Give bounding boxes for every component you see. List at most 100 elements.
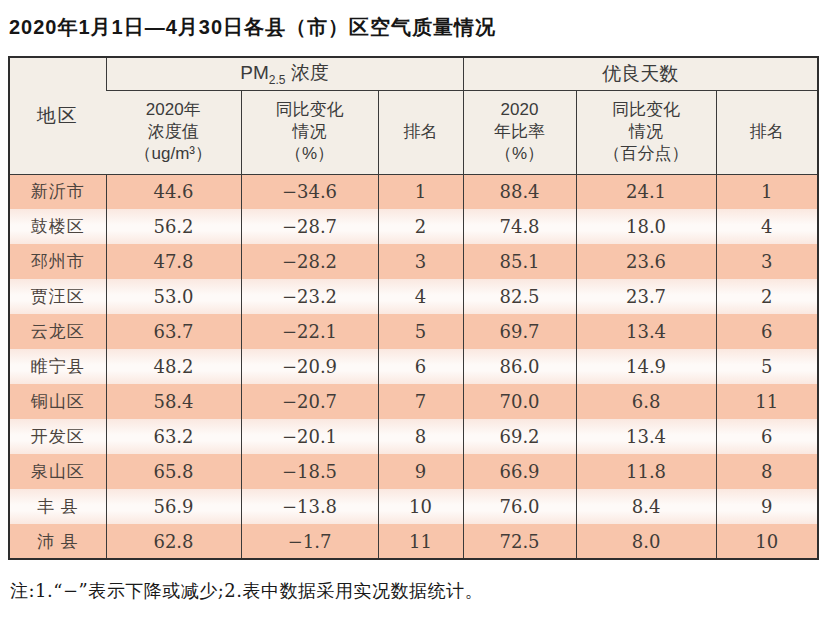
header-region: 地区 — [9, 57, 106, 174]
cell-good-rank: 6 — [716, 419, 818, 454]
cell-pm-rank: 10 — [378, 489, 463, 524]
cell-good-ratio: 85.1 — [463, 244, 576, 279]
cell-good-rank: 8 — [716, 454, 818, 489]
header-pm-change: 同比变化 情况 （%） — [241, 90, 378, 174]
cell-pm-rank: 11 — [378, 524, 463, 559]
cell-good-rank: 6 — [716, 314, 818, 349]
cell-pm-rank: 1 — [378, 174, 463, 209]
cell-pm-value: 63.7 — [106, 314, 241, 349]
cell-pm-value: 58.4 — [106, 384, 241, 419]
cell-good-rank: 3 — [716, 244, 818, 279]
page: 2020年1月1日—4月30日各县（市）区空气质量情况 地区 PM2.5 浓度 … — [0, 0, 825, 620]
cell-good-ratio: 86.0 — [463, 349, 576, 384]
cell-pm-rank: 2 — [378, 209, 463, 244]
cell-pm-rank: 3 — [378, 244, 463, 279]
table-row: 泉山区65.8−18.5966.911.88 — [9, 454, 818, 489]
cell-good-rank: 10 — [716, 524, 818, 559]
cell-pm-value: 48.2 — [106, 349, 241, 384]
footnote: 注:1.“−”表示下降或减少;2.表中数据采用实况数据统计。 — [10, 579, 817, 603]
cell-pm-change: −13.8 — [241, 489, 378, 524]
table-row: 沛 县62.8−1.71172.58.010 — [9, 524, 818, 559]
cell-good-ratio: 66.9 — [463, 454, 576, 489]
cell-region: 新沂市 — [9, 174, 106, 209]
cell-region: 开发区 — [9, 419, 106, 454]
cell-region: 睢宁县 — [9, 349, 106, 384]
table-row: 新沂市44.6−34.6188.424.11 — [9, 174, 818, 209]
cell-pm-change: −23.2 — [241, 279, 378, 314]
cell-pm-rank: 5 — [378, 314, 463, 349]
cell-pm-rank: 6 — [378, 349, 463, 384]
table-row: 邳州市47.8−28.2385.123.63 — [9, 244, 818, 279]
air-quality-table: 地区 PM2.5 浓度 优良天数 2020年 浓度值 （ug/m³） 同比变化 … — [8, 56, 819, 560]
cell-good-rank: 1 — [716, 174, 818, 209]
cell-pm-change: −1.7 — [241, 524, 378, 559]
table-row: 开发区63.2−20.1869.213.46 — [9, 419, 818, 454]
table-row: 云龙区63.7−22.1569.713.46 — [9, 314, 818, 349]
header-pm-value: 2020年 浓度值 （ug/m³） — [106, 90, 241, 174]
cell-region: 贾汪区 — [9, 279, 106, 314]
cell-good-rank: 4 — [716, 209, 818, 244]
table-header: 地区 PM2.5 浓度 优良天数 2020年 浓度值 （ug/m³） 同比变化 … — [9, 57, 818, 174]
cell-region: 沛 县 — [9, 524, 106, 559]
table-row: 睢宁县48.2−20.9686.014.95 — [9, 349, 818, 384]
cell-pm-value: 63.2 — [106, 419, 241, 454]
cell-good-change: 23.7 — [576, 279, 716, 314]
cell-region: 邳州市 — [9, 244, 106, 279]
cell-region: 丰 县 — [9, 489, 106, 524]
cell-pm-value: 56.2 — [106, 209, 241, 244]
cell-good-change: 6.8 — [576, 384, 716, 419]
cell-pm-change: −18.5 — [241, 454, 378, 489]
cell-region: 铜山区 — [9, 384, 106, 419]
cell-good-change: 13.4 — [576, 419, 716, 454]
table-row: 铜山区58.4−20.7770.06.811 — [9, 384, 818, 419]
cell-good-rank: 5 — [716, 349, 818, 384]
cell-region: 鼓楼区 — [9, 209, 106, 244]
cell-pm-change: −22.1 — [241, 314, 378, 349]
cell-pm-value: 47.8 — [106, 244, 241, 279]
table-row: 贾汪区53.0−23.2482.523.72 — [9, 279, 818, 314]
cell-good-ratio: 74.8 — [463, 209, 576, 244]
table-row: 丰 县56.9−13.81076.08.49 — [9, 489, 818, 524]
cell-good-ratio: 70.0 — [463, 384, 576, 419]
cell-pm-value: 44.6 — [106, 174, 241, 209]
cell-region: 泉山区 — [9, 454, 106, 489]
cell-pm-rank: 8 — [378, 419, 463, 454]
cell-good-change: 18.0 — [576, 209, 716, 244]
cell-pm-rank: 9 — [378, 454, 463, 489]
pm25-label-suffix: 浓度 — [285, 62, 328, 83]
header-pm-rank: 排名 — [378, 90, 463, 174]
table-row: 鼓楼区56.2−28.7274.818.04 — [9, 209, 818, 244]
cell-good-rank: 9 — [716, 489, 818, 524]
cell-good-ratio: 72.5 — [463, 524, 576, 559]
pm25-label-prefix: PM — [240, 62, 269, 83]
cell-pm-value: 53.0 — [106, 279, 241, 314]
cell-good-ratio: 69.2 — [463, 419, 576, 454]
header-group-row: 地区 PM2.5 浓度 优良天数 — [9, 57, 818, 90]
cell-pm-change: −28.7 — [241, 209, 378, 244]
page-title: 2020年1月1日—4月30日各县（市）区空气质量情况 — [9, 14, 817, 41]
cell-pm-change: −20.7 — [241, 384, 378, 419]
cell-pm-value: 65.8 — [106, 454, 241, 489]
cell-pm-value: 62.8 — [106, 524, 241, 559]
cell-good-ratio: 88.4 — [463, 174, 576, 209]
header-sub-row: 2020年 浓度值 （ug/m³） 同比变化 情况 （%） 排名 2020 年比… — [9, 90, 818, 174]
cell-good-ratio: 82.5 — [463, 279, 576, 314]
cell-good-rank: 11 — [716, 384, 818, 419]
header-good-days-group: 优良天数 — [463, 57, 818, 90]
cell-pm-change: −34.6 — [241, 174, 378, 209]
cell-good-change: 13.4 — [576, 314, 716, 349]
cell-pm-change: −20.1 — [241, 419, 378, 454]
cell-good-rank: 2 — [716, 279, 818, 314]
cell-region: 云龙区 — [9, 314, 106, 349]
header-good-ratio: 2020 年比率 （%） — [463, 90, 576, 174]
header-good-rank: 排名 — [716, 90, 818, 174]
cell-good-change: 8.0 — [576, 524, 716, 559]
cell-good-change: 23.6 — [576, 244, 716, 279]
cell-pm-change: −28.2 — [241, 244, 378, 279]
table-body: 新沂市44.6−34.6188.424.11鼓楼区56.2−28.7274.81… — [9, 174, 818, 559]
cell-good-ratio: 76.0 — [463, 489, 576, 524]
cell-good-change: 24.1 — [576, 174, 716, 209]
header-good-change: 同比变化 情况 （百分点） — [576, 90, 716, 174]
cell-pm-rank: 7 — [378, 384, 463, 419]
cell-good-ratio: 69.7 — [463, 314, 576, 349]
